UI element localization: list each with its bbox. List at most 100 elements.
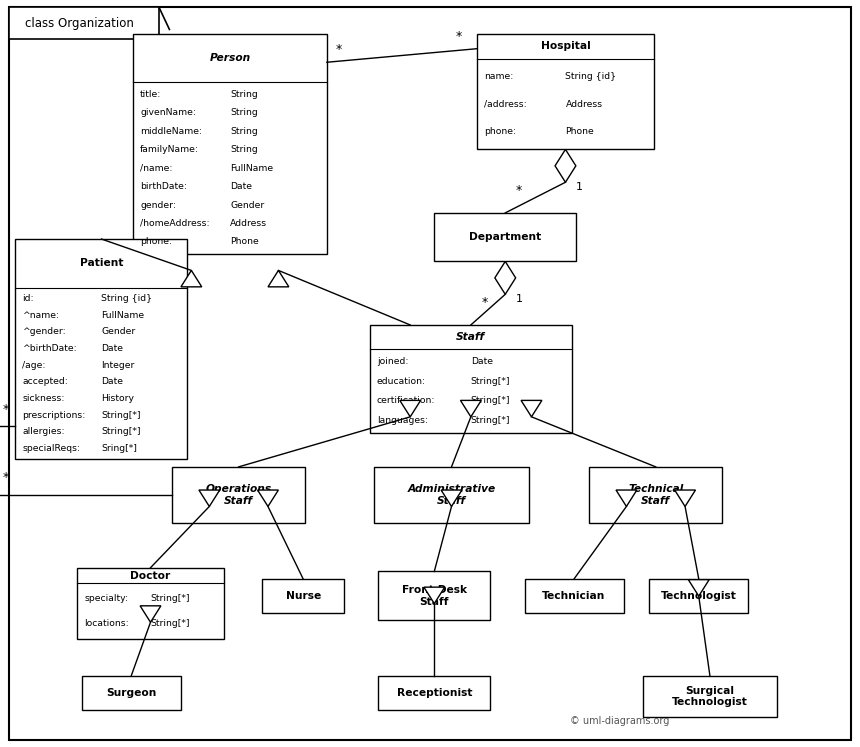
Text: middleName:: middleName:: [140, 126, 202, 135]
Text: birthDate:: birthDate:: [140, 182, 187, 191]
Bar: [649, 579, 748, 613]
Text: Department: Department: [469, 232, 542, 242]
Text: History: History: [101, 394, 134, 403]
Text: 1: 1: [576, 182, 583, 192]
Text: Gender: Gender: [101, 327, 136, 336]
Bar: [434, 213, 576, 261]
Bar: [370, 325, 572, 433]
Text: Address: Address: [566, 100, 603, 109]
Text: education:: education:: [377, 376, 426, 385]
Polygon shape: [494, 261, 516, 294]
Text: Administrative
Staff: Administrative Staff: [408, 484, 495, 506]
Text: certification:: certification:: [377, 397, 435, 406]
Bar: [378, 571, 490, 620]
Text: Date: Date: [101, 377, 124, 386]
Text: Technician: Technician: [543, 591, 605, 601]
Text: /age:: /age:: [22, 361, 46, 370]
Bar: [262, 579, 344, 613]
Text: String[*]: String[*]: [471, 397, 510, 406]
Text: Surgeon: Surgeon: [106, 688, 157, 698]
Text: *: *: [335, 43, 341, 56]
Text: class Organization: class Organization: [25, 16, 134, 30]
Text: Date: Date: [471, 357, 493, 366]
Bar: [77, 568, 224, 639]
Bar: [82, 676, 181, 710]
Polygon shape: [688, 580, 709, 596]
Text: *: *: [456, 30, 462, 43]
Polygon shape: [424, 587, 445, 604]
Text: familyName:: familyName:: [140, 145, 200, 154]
Text: Phone: Phone: [566, 127, 594, 136]
Text: FullName: FullName: [101, 311, 144, 320]
Text: Staff: Staff: [457, 332, 485, 342]
Text: Patient: Patient: [80, 258, 123, 268]
Polygon shape: [181, 270, 202, 287]
Polygon shape: [400, 400, 421, 417]
Polygon shape: [441, 490, 462, 506]
Text: name:: name:: [484, 72, 513, 81]
Bar: [525, 579, 624, 613]
Text: String: String: [230, 126, 258, 135]
Polygon shape: [140, 606, 161, 622]
Text: joined:: joined:: [377, 357, 408, 366]
Text: String[*]: String[*]: [150, 619, 190, 627]
Text: Doctor: Doctor: [131, 571, 170, 580]
Text: Front Desk
Staff: Front Desk Staff: [402, 585, 467, 607]
Text: languages:: languages:: [377, 416, 427, 425]
Polygon shape: [675, 490, 696, 506]
Text: *: *: [3, 403, 9, 416]
Text: /address:: /address:: [484, 100, 527, 109]
Bar: [15, 239, 187, 459]
Text: String[*]: String[*]: [471, 376, 510, 385]
Polygon shape: [521, 400, 542, 417]
Text: String: String: [230, 90, 258, 99]
Text: Phone: Phone: [230, 238, 259, 247]
Polygon shape: [616, 490, 636, 506]
Text: 1: 1: [516, 294, 523, 304]
Text: specialReqs:: specialReqs:: [22, 444, 81, 453]
Text: /name:: /name:: [140, 164, 173, 173]
Text: ^name:: ^name:: [22, 311, 59, 320]
Text: Receptionist: Receptionist: [396, 688, 472, 698]
Text: *: *: [3, 471, 9, 485]
Text: String: String: [230, 108, 258, 117]
Text: *: *: [516, 185, 522, 197]
Text: *: *: [482, 297, 488, 309]
Text: Sring[*]: Sring[*]: [101, 444, 138, 453]
Text: ^birthDate:: ^birthDate:: [22, 344, 77, 353]
Text: Hospital: Hospital: [541, 41, 590, 52]
Text: Person: Person: [210, 53, 250, 63]
Text: Surgical
Technologist: Surgical Technologist: [672, 686, 748, 707]
Polygon shape: [268, 270, 289, 287]
Text: Technologist: Technologist: [660, 591, 737, 601]
Text: /homeAddress:: /homeAddress:: [140, 219, 210, 228]
Polygon shape: [199, 490, 220, 506]
Text: String[*]: String[*]: [150, 595, 190, 604]
Bar: [9, 7, 159, 39]
Text: prescriptions:: prescriptions:: [22, 411, 86, 420]
Text: Gender: Gender: [230, 200, 264, 209]
Bar: [589, 467, 722, 523]
Text: locations:: locations:: [84, 619, 129, 627]
Bar: [643, 676, 777, 717]
Text: © uml-diagrams.org: © uml-diagrams.org: [569, 716, 669, 726]
Text: gender:: gender:: [140, 200, 176, 209]
Text: String[*]: String[*]: [101, 411, 141, 420]
Text: Address: Address: [230, 219, 267, 228]
Text: Date: Date: [230, 182, 252, 191]
Bar: [172, 467, 305, 523]
Text: phone:: phone:: [140, 238, 172, 247]
Text: ^gender:: ^gender:: [22, 327, 66, 336]
Text: Integer: Integer: [101, 361, 135, 370]
Text: String: String: [230, 145, 258, 154]
Text: Technical
Staff: Technical Staff: [628, 484, 684, 506]
Text: accepted:: accepted:: [22, 377, 68, 386]
Polygon shape: [555, 149, 576, 182]
Text: givenName:: givenName:: [140, 108, 196, 117]
Text: String[*]: String[*]: [471, 416, 510, 425]
Bar: [133, 34, 327, 254]
Text: id:: id:: [22, 294, 34, 303]
Text: String[*]: String[*]: [101, 427, 141, 436]
Text: sickness:: sickness:: [22, 394, 64, 403]
Polygon shape: [460, 400, 482, 417]
